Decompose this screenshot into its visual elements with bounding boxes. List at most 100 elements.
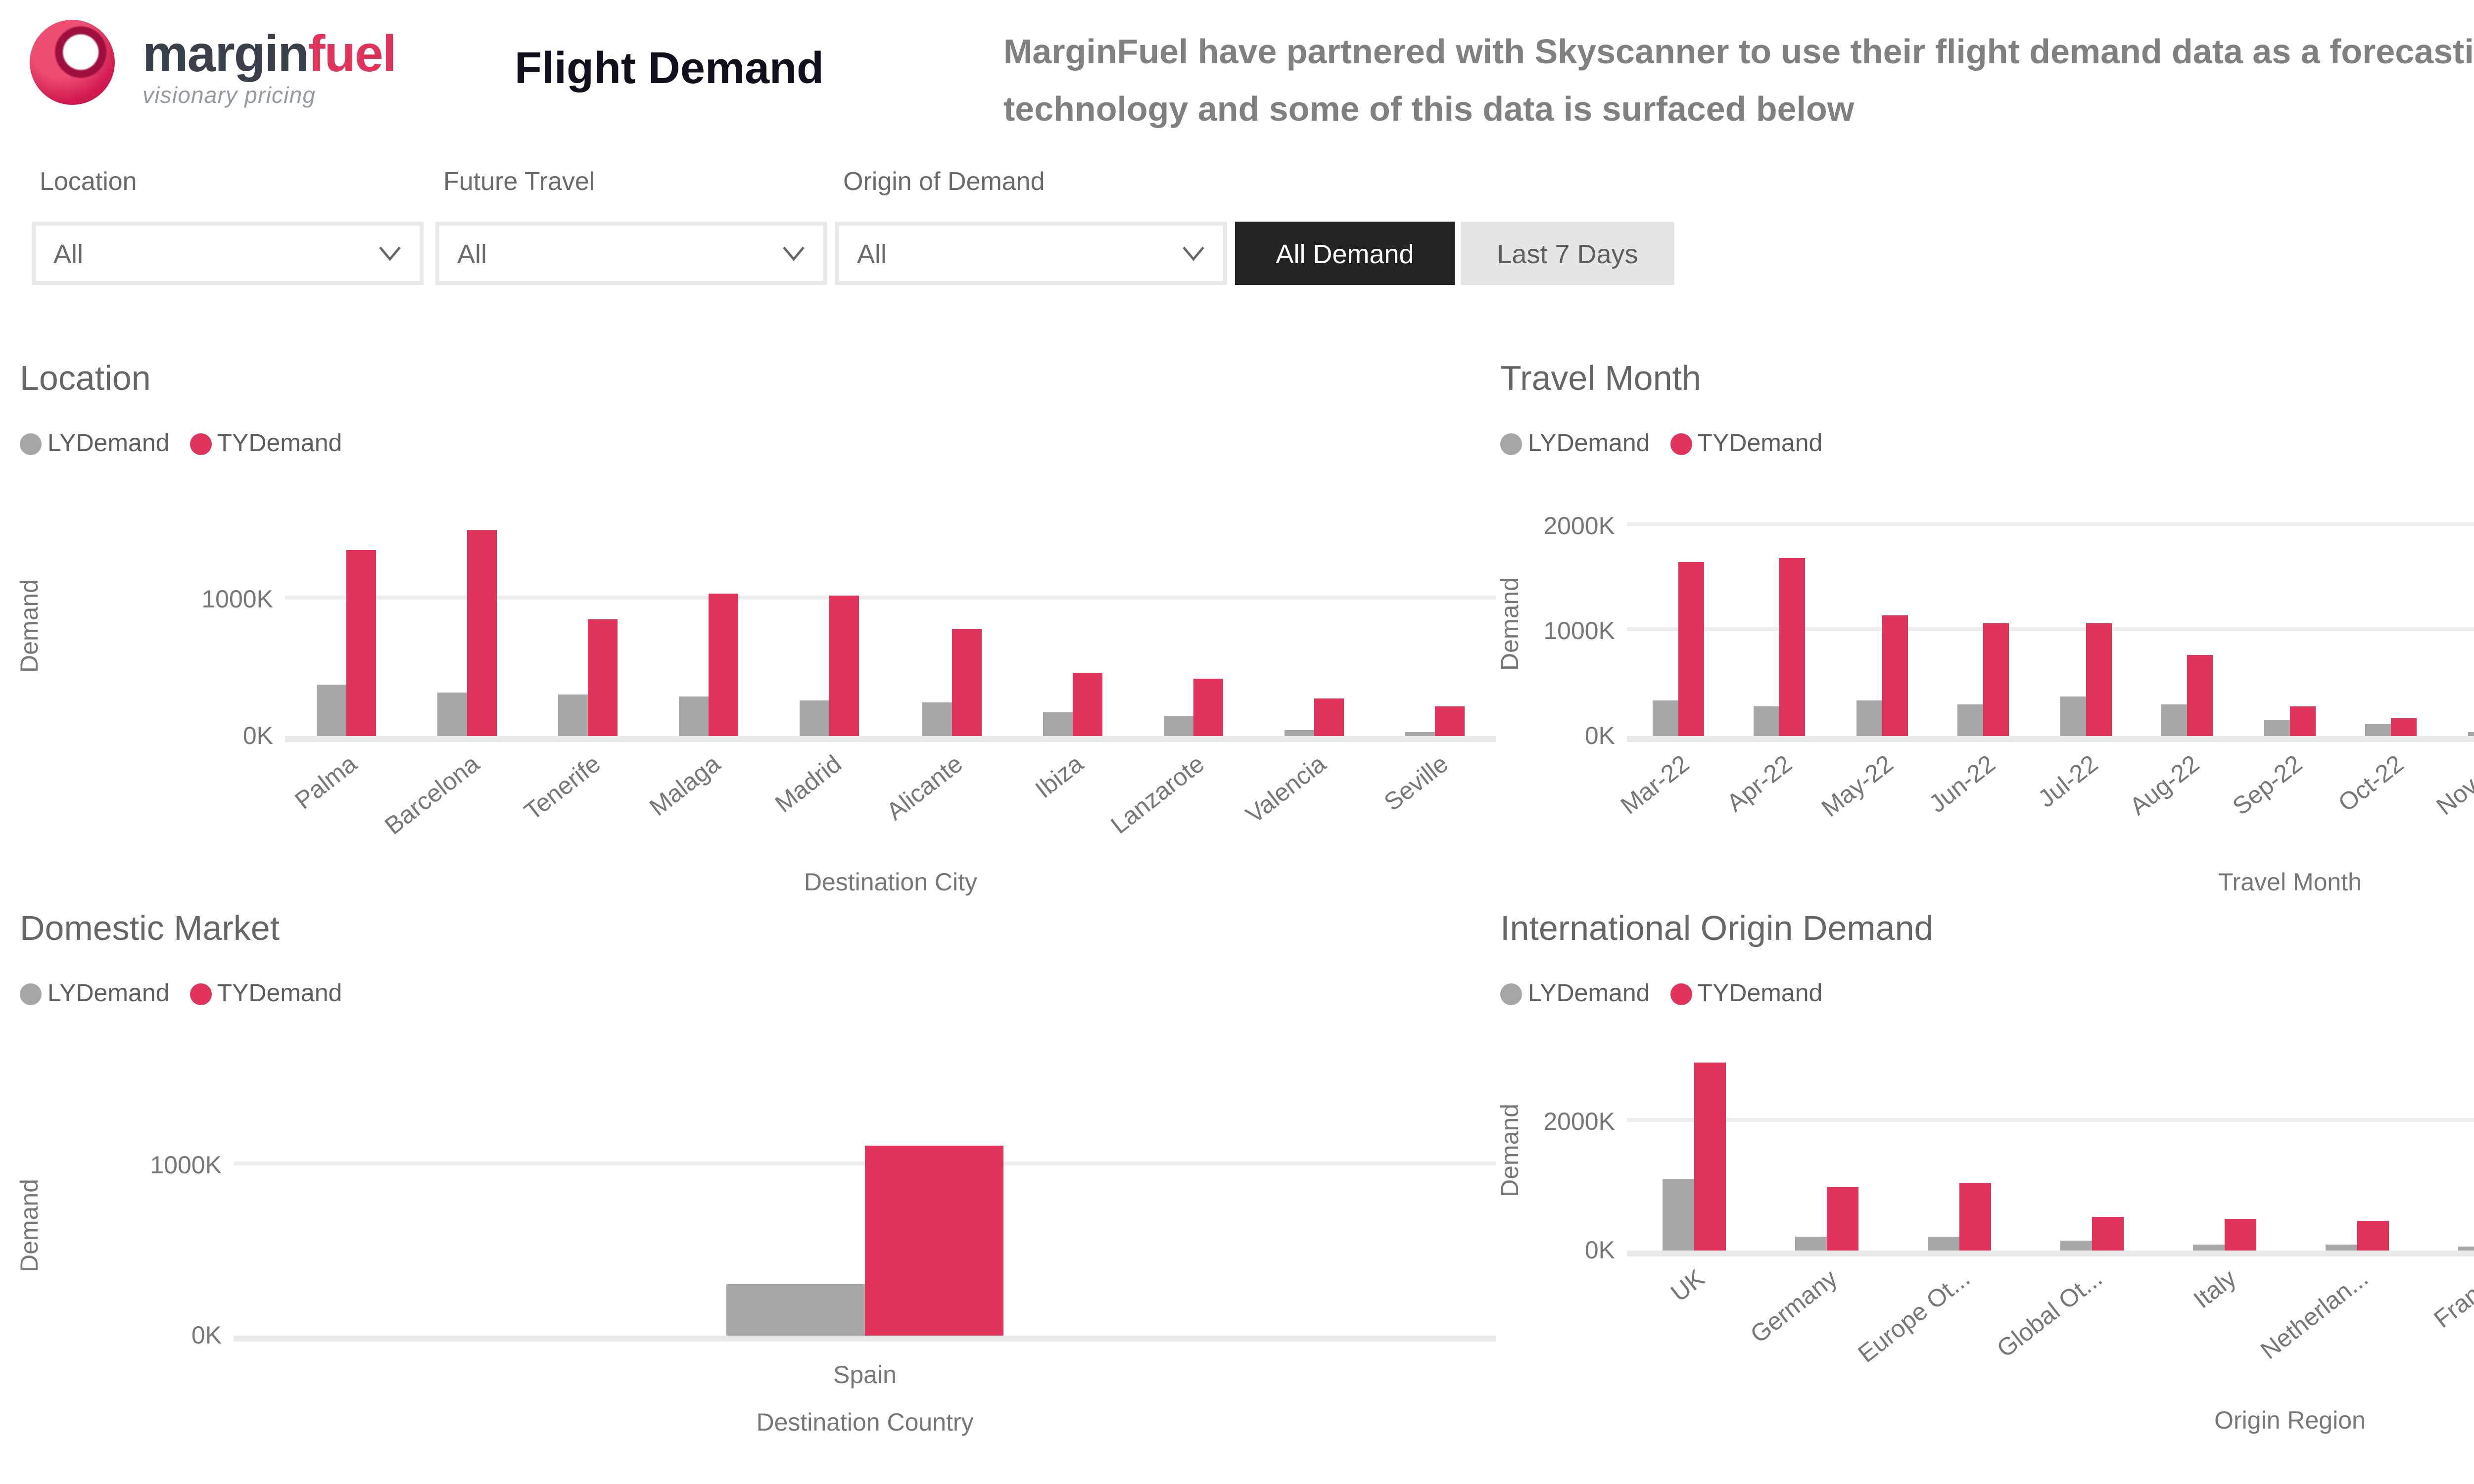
bar-tydemand[interactable] [2086, 623, 2112, 736]
chart-legend: LYDemand TYDemand [1500, 423, 2474, 463]
bar-lydemand[interactable] [921, 701, 952, 736]
bar-tydemand[interactable] [2224, 1218, 2255, 1251]
bar-lydemand[interactable] [2457, 1246, 2474, 1251]
x-axis-labels: Spain [234, 1357, 1496, 1393]
bar-lydemand[interactable] [1754, 705, 1780, 736]
bar-group-lanzarote [1133, 514, 1254, 736]
bar-tydemand[interactable] [345, 549, 376, 736]
x-axis-labels: UK Germany Europe Ot... Global Ot... Italy Ne… [1627, 1256, 2474, 1403]
bar-tydemand[interactable] [1678, 562, 1704, 736]
slicer-dropdown-location[interactable]: All [32, 222, 424, 285]
x-tick-label: Valencia [1241, 750, 1332, 829]
bar-tydemand[interactable] [1072, 673, 1102, 736]
bar-tydemand[interactable] [1435, 707, 1466, 736]
page-description: MarginFuel have partnered with Skyscanne… [1003, 32, 2474, 129]
bar-tydemand[interactable] [1984, 624, 2010, 736]
legend-dot-icon [20, 982, 42, 1004]
slicer-dropdown-origin-of-demand[interactable]: All [835, 222, 1227, 285]
bar-tydemand[interactable] [588, 618, 618, 736]
legend-item-lydemand[interactable]: LYDemand [20, 979, 169, 1007]
bar-lydemand[interactable] [1958, 704, 1984, 736]
legend-item-tydemand[interactable]: TYDemand [1669, 429, 1822, 457]
last-7-days-button[interactable]: Last 7 Days [1461, 222, 1674, 285]
legend-item-tydemand[interactable]: TYDemand [189, 429, 342, 457]
bar-lydemand[interactable] [1856, 701, 1882, 736]
slicer-dropdown-future-travel[interactable]: All [435, 222, 827, 285]
bar-lydemand[interactable] [2162, 705, 2188, 736]
plot-area [1627, 1049, 2474, 1256]
bar-tydemand[interactable] [830, 596, 860, 736]
legend-label: TYDemand [217, 429, 342, 457]
bar-lydemand[interactable] [1652, 700, 1678, 736]
bar-group-valencia [1254, 514, 1376, 736]
bar-lydemand[interactable] [1927, 1237, 1958, 1251]
bar-lydemand[interactable] [1794, 1236, 1826, 1251]
bar-tydemand[interactable] [1882, 616, 1908, 736]
bar-tydemand[interactable] [2391, 717, 2418, 736]
bar-tydemand[interactable] [709, 593, 739, 736]
legend-item-lydemand[interactable]: LYDemand [1500, 429, 1650, 457]
bar-lydemand[interactable] [1662, 1179, 1693, 1251]
bar-tydemand[interactable] [467, 530, 497, 736]
bar-tydemand[interactable] [1193, 678, 1224, 736]
x-axis-title: Destination City [804, 869, 978, 896]
legend-item-lydemand[interactable]: LYDemand [1500, 979, 1650, 1007]
chart-legend: LYDemand TYDemand [1500, 974, 2474, 1013]
bar-lydemand[interactable] [558, 694, 588, 736]
bar-tydemand[interactable] [865, 1145, 1003, 1336]
brand-text: marginfuel visionary pricing [143, 28, 397, 110]
plot-area [285, 514, 1496, 742]
y-tick-label: 1000K [201, 585, 273, 613]
bar-group-apr-22 [1729, 510, 1831, 736]
bar-tydemand[interactable] [1693, 1063, 1725, 1251]
bar-lydemand[interactable] [437, 693, 467, 736]
brand-tagline: visionary pricing [143, 85, 316, 109]
slicer-label-origin-of-demand: Origin of Demand [843, 166, 1045, 196]
charts-grid: Location LYDemand TYDemand Demand 0K 1000K… [16, 360, 2474, 1437]
bar-tydemand[interactable] [1314, 699, 1344, 736]
y-tick-label: 2000K [1543, 1109, 1615, 1136]
bar-tydemand[interactable] [1780, 557, 1806, 736]
bar-lydemand[interactable] [800, 701, 830, 736]
bar-lydemand[interactable] [2468, 733, 2474, 736]
bar-group-malaga [648, 514, 769, 736]
bar-lydemand[interactable] [679, 696, 709, 736]
x-tick-label: Oct-22 [2333, 750, 2409, 818]
chart-title: Travel Month [1500, 358, 1701, 398]
y-axis-ticks: 0K 1000K 2000K [1536, 510, 1627, 750]
bar-lydemand[interactable] [2192, 1245, 2224, 1251]
legend-item-lydemand[interactable]: LYDemand [20, 429, 169, 457]
bar-tydemand[interactable] [1826, 1188, 1857, 1251]
bar-lydemand[interactable] [726, 1283, 865, 1336]
bar-tydemand[interactable] [951, 630, 981, 736]
bar-lydemand[interactable] [1285, 730, 1315, 736]
legend-dot-icon [1500, 432, 1522, 454]
bar-lydemand[interactable] [316, 685, 346, 736]
y-axis-ticks: 0K 1000K [194, 514, 285, 750]
bar-lydemand[interactable] [2059, 1240, 2091, 1251]
bar-tydemand[interactable] [2356, 1220, 2388, 1251]
bar-tydemand[interactable] [2289, 706, 2316, 736]
bar-lydemand[interactable] [2060, 696, 2086, 736]
x-axis-labels: Mar-22 Apr-22 May-22 Jun-22 Jul-22 Aug-22 Sep-… [1616, 742, 2474, 857]
legend-label: TYDemand [1697, 429, 1823, 457]
chart-international-origin-demand: International Origin Demand LYDemand TYDe… [1496, 910, 2474, 1437]
all-demand-button[interactable]: All Demand [1235, 222, 1455, 285]
bar-lydemand[interactable] [2325, 1245, 2356, 1251]
legend-item-tydemand[interactable]: TYDemand [189, 979, 342, 1007]
x-tick-label: France [2428, 1264, 2474, 1334]
plot-area [234, 1114, 1496, 1342]
chart-title: Location [20, 358, 151, 398]
bar-tydemand[interactable] [1958, 1183, 1990, 1251]
bar-tydemand[interactable] [2188, 654, 2214, 736]
bar-lydemand[interactable] [1406, 731, 1436, 736]
bar-lydemand[interactable] [2264, 721, 2290, 736]
slicer-value: All [857, 238, 887, 268]
chart-location: Location LYDemand TYDemand Demand 0K 1000K… [16, 360, 1496, 910]
bar-lydemand[interactable] [2366, 725, 2392, 736]
bar-tydemand[interactable] [2091, 1217, 2123, 1251]
bar-lydemand[interactable] [1164, 716, 1194, 736]
slicer-label-location: Location [40, 166, 137, 196]
legend-item-tydemand[interactable]: TYDemand [1669, 979, 1822, 1007]
bar-lydemand[interactable] [1043, 713, 1073, 736]
